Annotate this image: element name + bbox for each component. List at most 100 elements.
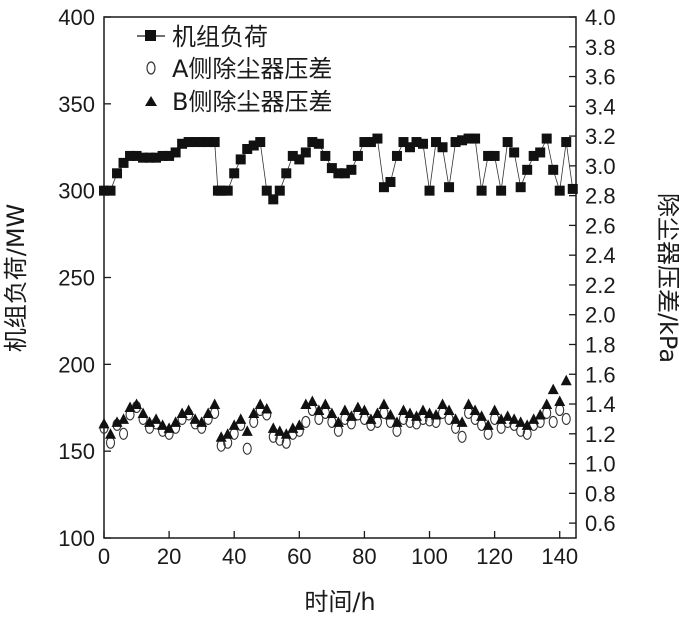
load-point <box>190 137 201 148</box>
b-side-point <box>306 395 318 407</box>
b-side-point <box>157 419 169 430</box>
load-point <box>99 185 109 196</box>
b-side-point <box>378 398 390 410</box>
b-side-point <box>515 416 527 427</box>
load-point <box>300 147 311 158</box>
b-side-point <box>111 416 123 427</box>
y-right-tick-label: 1.6 <box>585 362 616 387</box>
load-point <box>131 150 142 161</box>
a-side-point <box>242 442 252 455</box>
b-side-point <box>118 413 130 424</box>
load-point <box>365 137 376 148</box>
load-point <box>235 154 246 165</box>
load-point <box>294 154 305 165</box>
b-side-point <box>482 419 494 430</box>
y-right-tick-label: 4.0 <box>585 5 616 30</box>
b-side-point <box>547 383 559 395</box>
b-side-point <box>508 413 520 424</box>
load-point <box>112 168 123 179</box>
a-side-point <box>118 427 129 440</box>
load-point <box>489 150 500 161</box>
b-side-point <box>287 422 299 433</box>
load-point <box>307 137 318 148</box>
load-point <box>216 185 227 196</box>
b-side-point <box>293 419 305 430</box>
legend-label-load: 机组负荷 <box>172 23 268 51</box>
y-left-tick-label: 350 <box>58 92 95 117</box>
b-side-point <box>144 416 156 427</box>
a-side-point <box>333 424 343 437</box>
b-side-point <box>430 408 442 420</box>
a-side-point <box>105 436 116 449</box>
y-right-tick-label: 1.2 <box>585 422 616 447</box>
b-side-point <box>183 404 195 415</box>
b-side-point <box>528 413 540 424</box>
x-tick-label: 20 <box>157 544 181 569</box>
a-side-point <box>457 430 467 443</box>
load-point <box>125 150 136 161</box>
b-side-point <box>358 404 370 415</box>
b-side-point <box>228 419 240 430</box>
x-tick-label: 100 <box>411 544 448 569</box>
b-side-point <box>280 428 292 439</box>
y-left-tick-label: 150 <box>58 439 95 464</box>
b-side-point <box>300 398 312 410</box>
y-right-tick-label: 2.2 <box>585 273 616 298</box>
b-side-point <box>443 404 455 415</box>
b-side-point <box>189 413 201 424</box>
b-side-point <box>274 425 286 436</box>
b-side-point <box>404 407 416 418</box>
load-point <box>470 133 481 144</box>
legend-triangle-marker <box>145 96 157 106</box>
y-right-tick-label: 3.4 <box>585 94 616 119</box>
load-point <box>554 185 565 196</box>
b-side-point <box>521 419 533 430</box>
load-point <box>567 183 578 194</box>
load-point <box>268 194 279 205</box>
b-side-point <box>313 404 325 415</box>
legend-item-a-side: A侧除尘器压差 <box>146 55 332 83</box>
load-point <box>281 168 292 179</box>
legend-item-b-side: B侧除尘器压差 <box>145 88 332 116</box>
load-point <box>404 142 415 153</box>
load-point <box>320 150 331 161</box>
load-point <box>541 133 552 144</box>
b-side-point <box>254 398 266 410</box>
b-side-point <box>163 422 175 433</box>
load-point <box>144 152 155 163</box>
b-side-point <box>202 407 214 418</box>
b-side-point <box>196 416 208 427</box>
load-point <box>170 147 181 158</box>
b-side-point <box>410 410 422 421</box>
ticks-layer: 0 20 40 60 80 100 120 140 100 150 200 250 300 350 400 0… <box>58 5 615 569</box>
load-point <box>203 137 214 148</box>
b-side-point <box>215 431 227 442</box>
load-point <box>255 137 266 148</box>
b-side-point <box>534 408 546 420</box>
b-side-point <box>241 425 253 436</box>
y-right-tick-label: 1.4 <box>585 392 616 417</box>
load-point <box>352 150 363 161</box>
b-side-point <box>437 398 449 410</box>
y-right-tick-label: 3.8 <box>585 35 616 60</box>
load-point <box>151 152 162 163</box>
x-tick-label: 0 <box>98 544 110 569</box>
b-side-point <box>456 416 468 427</box>
load-point <box>105 185 116 196</box>
b-side-point <box>131 398 143 410</box>
b-side-point <box>176 407 188 418</box>
load-point <box>509 147 520 158</box>
b-side-point <box>554 395 566 407</box>
load-point <box>164 150 175 161</box>
load-point <box>359 137 370 148</box>
load-point <box>391 150 402 161</box>
legend-item-load: 机组负荷 <box>137 23 268 51</box>
series-layer <box>98 133 578 455</box>
load-point <box>274 185 285 196</box>
b-side-point <box>352 401 364 413</box>
y-right-axis-title: 除尘器压差/kPa <box>654 193 679 363</box>
b-side-point <box>105 428 117 439</box>
load-point <box>248 140 259 151</box>
a-side-point <box>561 412 571 425</box>
b-side-point <box>235 413 247 424</box>
